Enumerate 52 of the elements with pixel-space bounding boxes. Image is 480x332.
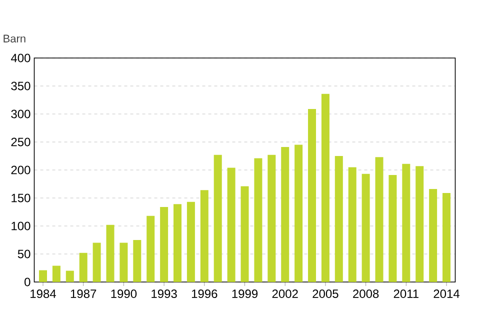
x-tick-label: 1993 bbox=[152, 290, 177, 298]
y-tick-label: 200 bbox=[11, 166, 30, 174]
bar bbox=[66, 270, 74, 282]
bar bbox=[214, 154, 222, 282]
bar bbox=[92, 242, 101, 282]
bar bbox=[375, 157, 384, 282]
bar bbox=[294, 144, 303, 282]
x-tick-label: 1984 bbox=[30, 290, 56, 298]
x-tick-label: 2002 bbox=[272, 290, 298, 298]
y-axis-title: Barn bbox=[4, 34, 26, 42]
y-tick-label: 100 bbox=[12, 222, 30, 230]
bar bbox=[200, 190, 208, 282]
bar bbox=[106, 224, 114, 282]
bar bbox=[362, 174, 370, 282]
bar bbox=[120, 242, 128, 282]
bar bbox=[348, 167, 356, 282]
bar bbox=[160, 206, 168, 282]
bar bbox=[254, 158, 262, 282]
x-tick-label: 1990 bbox=[111, 290, 137, 298]
bar bbox=[39, 270, 48, 282]
bar bbox=[227, 168, 236, 282]
x-tick-label: 2011 bbox=[394, 290, 418, 298]
y-tick-label: 250 bbox=[11, 138, 30, 146]
bar bbox=[268, 154, 276, 282]
x-tick-label: 1996 bbox=[192, 290, 218, 298]
bar bbox=[388, 175, 397, 282]
x-tick-label: 2008 bbox=[353, 290, 379, 298]
bar bbox=[186, 202, 195, 282]
y-tick-label: 300 bbox=[11, 110, 30, 118]
bar bbox=[416, 166, 424, 282]
bar bbox=[146, 216, 155, 282]
y-tick-label: 150 bbox=[12, 194, 30, 202]
x-tick-label: 1999 bbox=[232, 290, 258, 298]
y-tick-label: 50 bbox=[18, 250, 30, 258]
bar bbox=[429, 189, 438, 282]
x-tick-label: 2005 bbox=[312, 290, 338, 298]
x-tick-label: 1987 bbox=[70, 290, 96, 298]
y-tick-label: 350 bbox=[11, 82, 30, 90]
bar bbox=[334, 156, 343, 282]
bar bbox=[321, 94, 330, 282]
bar bbox=[240, 186, 249, 282]
bar bbox=[442, 192, 451, 282]
x-tick-label: 2014 bbox=[434, 290, 460, 298]
y-tick-label: 400 bbox=[10, 54, 30, 62]
bar bbox=[281, 147, 290, 282]
bar bbox=[402, 164, 410, 282]
bar bbox=[308, 108, 316, 282]
y-tick-label: 0 bbox=[24, 278, 30, 286]
bar bbox=[52, 266, 60, 282]
bar bbox=[133, 240, 142, 282]
bar bbox=[79, 252, 88, 282]
bar bbox=[174, 204, 182, 282]
